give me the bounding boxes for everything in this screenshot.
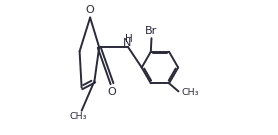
Text: O: O <box>86 5 95 15</box>
Text: CH₃: CH₃ <box>70 112 87 121</box>
Text: H: H <box>125 34 133 44</box>
Text: CH₃: CH₃ <box>182 88 199 97</box>
Text: N: N <box>123 38 131 48</box>
Text: O: O <box>107 87 116 97</box>
Text: Br: Br <box>145 26 158 36</box>
